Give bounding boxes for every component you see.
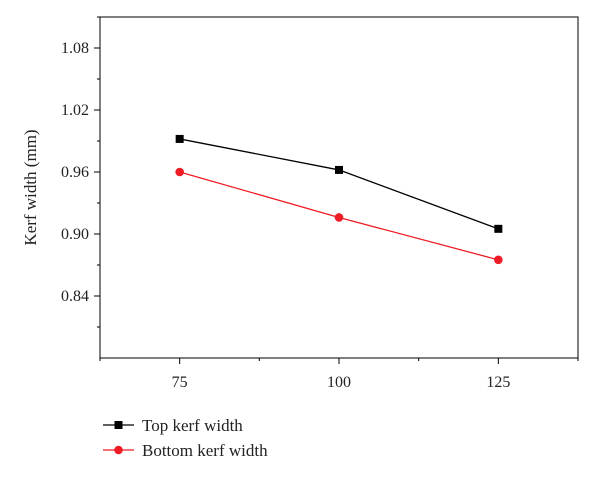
legend-item: Bottom kerf width <box>103 441 268 460</box>
plot-frame <box>99 16 579 359</box>
plot-area <box>99 16 579 359</box>
y-axis: 0.84 0.90 0.96 1.02 1.08 <box>61 16 100 328</box>
series-2 <box>175 167 503 265</box>
x-tick-label: 125 <box>486 374 510 391</box>
y-tick-label: 0.90 <box>61 226 89 243</box>
legend-item: Top kerf width <box>103 416 243 435</box>
y-tick-label: 1.02 <box>61 102 89 119</box>
series-layer <box>175 134 503 265</box>
data-point <box>334 213 344 222</box>
legend-marker <box>114 421 123 429</box>
x-axis: 75 100 125 <box>99 358 579 391</box>
data-point <box>175 167 184 177</box>
data-point <box>175 134 184 143</box>
x-tick-label: 75 <box>172 374 188 391</box>
y-tick-label: 0.96 <box>61 164 89 181</box>
data-point <box>494 224 503 233</box>
legend-label: Bottom kerf width <box>142 441 268 460</box>
y-tick-label: 1.08 <box>61 40 89 57</box>
series-1 <box>175 134 503 233</box>
legend-label: Top kerf width <box>142 416 243 435</box>
data-point <box>335 165 343 174</box>
y-axis-title: Kerf width (mm) <box>21 129 40 245</box>
legend-marker <box>114 445 123 455</box>
x-tick-label: 100 <box>327 374 351 391</box>
data-point <box>494 255 503 265</box>
legend: Top kerf width Bottom kerf width <box>103 416 268 460</box>
y-tick-label: 0.84 <box>61 288 89 305</box>
